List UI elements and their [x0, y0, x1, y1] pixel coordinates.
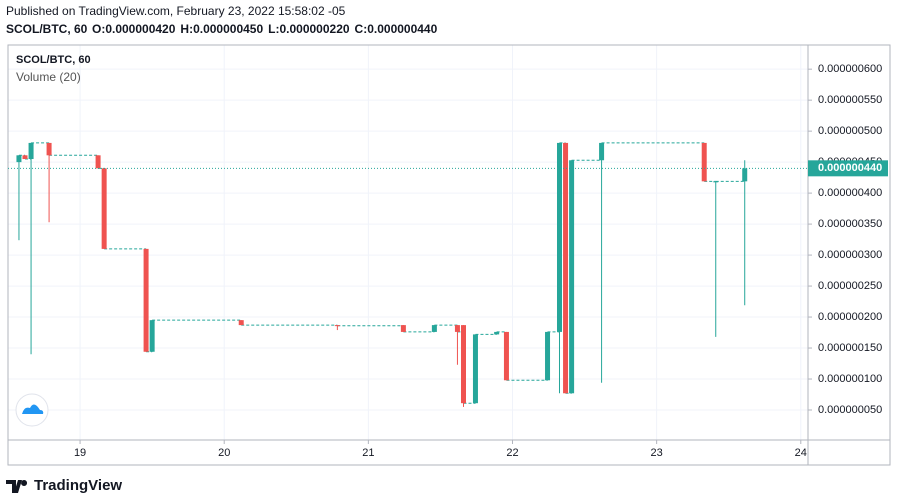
x-tick-label: 22: [506, 447, 518, 459]
last-price-badge: [808, 160, 888, 177]
ohlc-value: C:0.000000440: [355, 22, 438, 36]
last-price-label: 0.000000440: [818, 162, 882, 174]
ohlc-value: H:0.000000450: [180, 22, 263, 36]
y-tick-label: 0.000000550: [818, 94, 882, 106]
candle-body: [472, 334, 478, 404]
y-tick-label: 0.000000150: [818, 342, 882, 354]
grid: 0.000000050 0.000000100 0.000000150 0.00000…: [8, 45, 882, 459]
y-tick-label: 0.000000600: [818, 63, 882, 75]
candle-body: [599, 142, 605, 161]
y-tick-label: 0.000000050: [818, 404, 882, 416]
candle-body: [101, 168, 107, 249]
candle-body: [563, 142, 569, 394]
y-tick-label: 0.000000250: [818, 280, 882, 292]
candle-body: [460, 325, 466, 404]
brand: TradingView: [34, 477, 122, 494]
candle-body: [701, 142, 707, 182]
ohlc-value: L:0.000000220: [268, 22, 350, 36]
candle-body: [22, 155, 28, 160]
x-tick-label: 21: [362, 447, 374, 459]
candle-body: [238, 320, 244, 326]
chart-title: SCOL/BTC, 60: [16, 54, 91, 66]
y-tick-label: 0.000000500: [818, 125, 882, 137]
published: Published on TradingView.com, February 2…: [6, 4, 346, 18]
candle-body: [431, 325, 437, 332]
ohlc-value: O:0.000000420: [92, 22, 176, 36]
candle-body: [334, 325, 340, 327]
ohlc: O:0.000000420 H:0.000000450 L:0.000000220 C…: [92, 22, 438, 36]
candle-body: [494, 331, 500, 335]
footer-logo: TradingView: [6, 477, 122, 494]
candle-body: [46, 142, 52, 156]
x-tick-label: 24: [795, 447, 807, 459]
candle-body: [454, 325, 460, 332]
y-tick-label: 0.000000100: [818, 373, 882, 385]
x-tick-label: 19: [74, 447, 86, 459]
candle-body: [742, 168, 748, 182]
y-tick-label: 0.000000350: [818, 218, 882, 230]
candle-body: [545, 331, 551, 381]
candle-body: [28, 142, 34, 160]
y-tick-label: 0.000000300: [818, 249, 882, 261]
x-tick-label: 23: [651, 447, 663, 459]
plot: 0.000000440: [8, 142, 888, 407]
candle-body: [503, 331, 509, 381]
y-tick-label: 0.000000200: [818, 311, 882, 323]
indicator: Volume (20): [16, 70, 81, 84]
candle-body: [400, 325, 406, 332]
y-tick-label: 0.000000400: [818, 187, 882, 199]
candle-body: [143, 248, 149, 352]
candle-body: [95, 155, 101, 169]
logo-badge: [15, 393, 49, 427]
candle-body: [713, 181, 719, 183]
x-tick-label: 20: [218, 447, 230, 459]
candle-body: [556, 142, 562, 332]
candle-body: [149, 320, 155, 352]
symbol: SCOL/BTC, 60: [6, 22, 88, 36]
candle-body: [16, 155, 22, 163]
candle-body: [569, 160, 575, 394]
frame: [7, 44, 891, 466]
